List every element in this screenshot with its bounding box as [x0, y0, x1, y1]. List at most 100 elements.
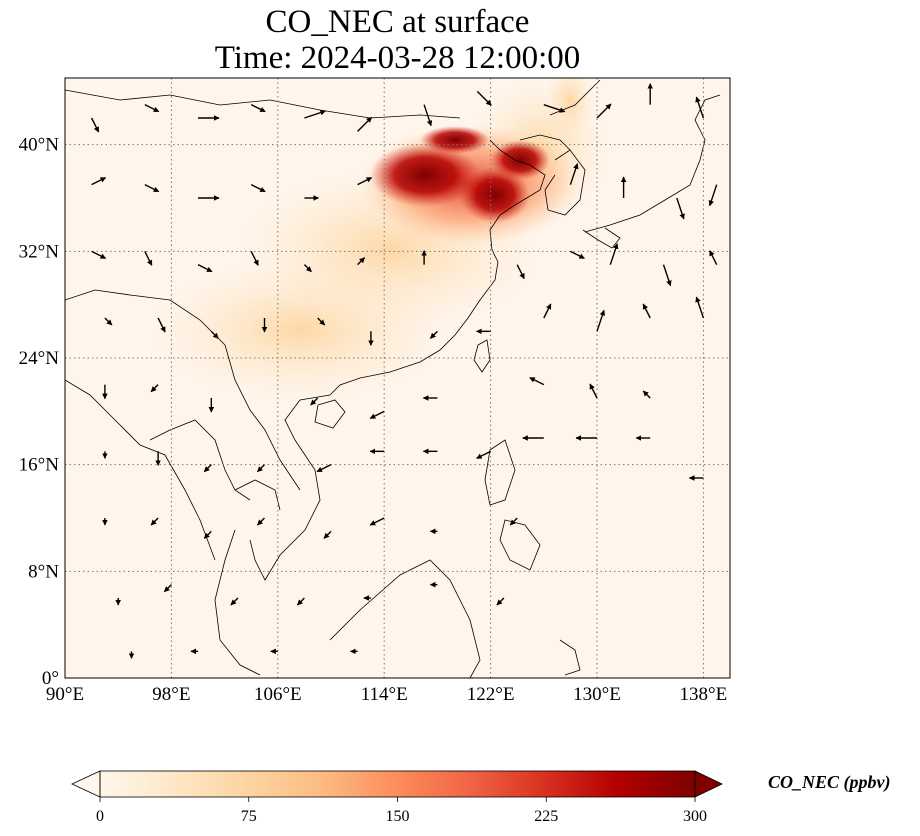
wind-arrow	[543, 104, 566, 113]
wind-arrow	[104, 317, 113, 326]
lat-tick-label: 16°N	[19, 455, 60, 476]
wind-arrow	[144, 251, 153, 266]
wind-arrow	[250, 184, 266, 193]
laos-vietnam-border	[224, 344, 301, 491]
wind-arrow	[596, 103, 612, 119]
hainan-coastline	[314, 399, 346, 429]
wind-arrow	[429, 330, 438, 339]
wind-arrow	[257, 517, 265, 526]
lat-tick-label: 40°N	[19, 135, 60, 156]
wind-arrow	[357, 257, 366, 266]
wind-arrow	[529, 377, 545, 386]
wind-arrow	[543, 303, 552, 319]
wind-arrow	[296, 597, 305, 606]
colorbar-ticks: 0 75 150 225 300	[96, 797, 707, 825]
wind-arrow	[317, 317, 326, 326]
wind-arrow	[144, 184, 160, 193]
colorbar-tick-label: 0	[96, 808, 104, 825]
wind-arrow	[230, 597, 239, 606]
indochina-coastline	[249, 394, 331, 581]
philippines-mindanao-coastline	[499, 519, 541, 571]
wind-arrow	[210, 330, 219, 339]
colorbar-extend-max	[694, 770, 723, 798]
wind-arrow	[709, 250, 718, 265]
wind-arrow	[695, 296, 705, 319]
colorbar-tick-label: 150	[386, 808, 410, 825]
wind-arrow	[589, 383, 598, 399]
wind-arrow	[203, 464, 212, 473]
gridlines	[65, 78, 730, 678]
low-co-region-manchuria	[545, 78, 595, 140]
wind-arrow	[163, 584, 172, 593]
wind-arrow	[91, 250, 107, 259]
longitude-tick-labels: 90°E 98°E 106°E 114°E 122°E 130°E 138°E	[46, 684, 727, 705]
wind-arrow	[357, 177, 373, 186]
mongolia-border	[65, 89, 461, 119]
russia-border	[549, 79, 601, 116]
coastlines-and-borders	[65, 79, 721, 678]
wind-arrow	[642, 390, 651, 399]
title-line-1: CO_NEC at surface	[265, 4, 530, 40]
wind-arrow	[642, 303, 651, 319]
lat-tick-label: 0°	[42, 668, 59, 689]
wind-arrow	[250, 251, 259, 266]
high-co-hotspot-liaoning	[490, 140, 550, 180]
wind-arrow	[310, 397, 319, 406]
malay-peninsula-coastline	[214, 529, 261, 676]
co-concentration-field	[150, 78, 610, 400]
colorbar-label: CO_NEC (ppbv)	[768, 772, 891, 793]
wind-arrow	[569, 163, 579, 185]
wind-arrow	[150, 384, 159, 393]
latitude-tick-labels: 0° 8°N 16°N 24°N 32°N 40°N	[19, 135, 60, 689]
lon-tick-label: 106°E	[254, 684, 302, 705]
high-co-hotspot-shandong	[460, 167, 530, 223]
wind-arrow	[144, 104, 160, 113]
lon-tick-label: 114°E	[361, 684, 408, 705]
wind-arrow	[596, 309, 606, 332]
wind-arrow	[695, 96, 705, 119]
colorbar-extend-min	[71, 770, 101, 798]
colorbar-tick-label: 75	[241, 808, 257, 825]
title-line-2: Time: 2024-03-28 12:00:00	[214, 40, 581, 76]
wind-arrow	[90, 117, 100, 133]
wind-arrow	[323, 530, 332, 539]
japan-kyushu-coastline	[582, 227, 621, 249]
wind-arrow	[369, 517, 385, 526]
wind-arrow	[91, 177, 107, 186]
china-sw-border	[65, 289, 226, 346]
wind-arrow	[476, 450, 491, 459]
wind-arrow	[662, 264, 672, 287]
colorbar: 0 75 150 225 300 CO_NEC (ppbv)	[71, 770, 891, 825]
lat-tick-label: 32°N	[19, 241, 60, 262]
lon-tick-label: 90°E	[46, 684, 84, 705]
wind-vectors	[90, 83, 718, 659]
sulawesi-coastline	[559, 639, 581, 676]
wind-arrow	[316, 464, 332, 473]
wind-arrow	[369, 410, 385, 419]
lon-tick-label: 138°E	[680, 684, 728, 705]
wind-arrow	[609, 243, 619, 265]
lon-tick-label: 122°E	[467, 684, 515, 705]
wind-arrow	[423, 104, 433, 127]
wind-arrow	[197, 264, 213, 273]
wind-arrow	[496, 597, 505, 606]
wind-arrow	[676, 197, 685, 220]
lon-tick-label: 98°E	[152, 684, 190, 705]
map-area	[65, 78, 730, 678]
wind-arrow	[303, 264, 312, 273]
wind-arrow	[570, 250, 585, 259]
lat-tick-label: 8°N	[28, 561, 59, 582]
wind-arrow	[304, 109, 326, 119]
philippines-luzon-coastline	[484, 439, 516, 506]
high-co-hotspot-hebei	[370, 143, 480, 207]
lon-tick-label: 130°E	[573, 684, 621, 705]
map-frame	[64, 77, 731, 679]
wind-arrow	[203, 530, 212, 539]
colorbar-tick-label: 300	[683, 808, 707, 825]
wind-arrow	[509, 517, 518, 526]
wind-arrow	[257, 464, 265, 473]
china-east-coastline	[329, 139, 546, 396]
borneo-coastline	[329, 559, 481, 678]
wind-arrow	[250, 104, 266, 113]
